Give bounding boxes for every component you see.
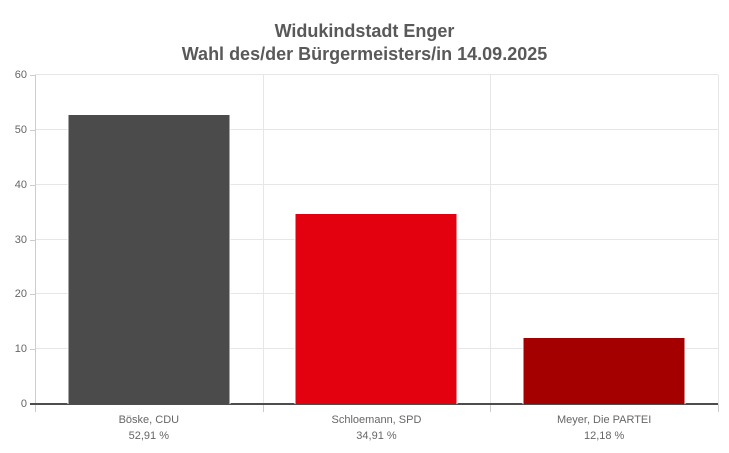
- y-axis-tick: [30, 294, 35, 296]
- category-value-label: 52,91 %: [128, 430, 170, 442]
- y-axis-label: 20: [14, 288, 27, 301]
- bar-slot: [490, 75, 718, 404]
- x-axis-tick: [262, 404, 264, 412]
- chart-title-line1: Widukindstadt Enger: [274, 21, 455, 41]
- x-axis-tick: [718, 404, 719, 412]
- y-axis-label: 60: [14, 69, 27, 81]
- bar-slot: [263, 75, 491, 404]
- y-axis-label: 10: [14, 343, 27, 356]
- category-label: Meyer, Die PARTEI 12,18 %: [490, 412, 718, 444]
- x-gridline: [490, 75, 492, 404]
- y-axis-tick: [30, 349, 35, 351]
- y-gridline: [35, 128, 718, 130]
- category-name: Böske, CDU: [118, 414, 180, 426]
- x-axis-baseline: [30, 403, 718, 405]
- category-value-label: 12,18 %: [583, 430, 625, 442]
- category-name: Schloemann, SPD: [331, 414, 422, 426]
- y-axis-label: 0: [20, 398, 27, 410]
- bar-Schloemann, SPD[interactable]: [294, 212, 458, 404]
- category-label: Schloemann, SPD 34,91 %: [263, 412, 491, 444]
- y-axis-tick: [30, 129, 35, 131]
- category-name: Meyer, Die PARTEI: [556, 414, 652, 426]
- chart-title: Widukindstadt Enger Wahl des/der Bürgerm…: [0, 20, 729, 66]
- y-axis-line: [35, 75, 36, 412]
- y-gridline: [35, 183, 718, 185]
- y-axis-label: 50: [14, 123, 27, 136]
- y-axis-tick: [30, 184, 35, 186]
- y-axis-label: 30: [14, 233, 27, 246]
- y-axis-tick: [30, 75, 35, 76]
- x-axis-tick: [490, 404, 492, 412]
- category-label: Böske, CDU 52,91 %: [35, 412, 263, 444]
- x-gridline: [718, 75, 719, 404]
- bar-Meyer, Die PARTEI[interactable]: [522, 337, 686, 404]
- y-axis-label: 40: [14, 178, 27, 191]
- plot-area: 0 10 20 30 40 50 60: [15, 69, 719, 412]
- x-gridline: [262, 75, 264, 404]
- bar-slot: [35, 75, 263, 404]
- x-axis-labels: Böske, CDU 52,91 % Schloemann, SPD 34,91 % M…: [35, 412, 718, 448]
- y-gridline: [35, 74, 718, 75]
- category-value-label: 34,91 %: [356, 430, 397, 442]
- y-axis-tick: [30, 239, 35, 241]
- bar-Böske, CDU[interactable]: [67, 113, 231, 404]
- chart-title-line2: Wahl des/der Bürgermeisters/in 14.09.202…: [181, 44, 548, 64]
